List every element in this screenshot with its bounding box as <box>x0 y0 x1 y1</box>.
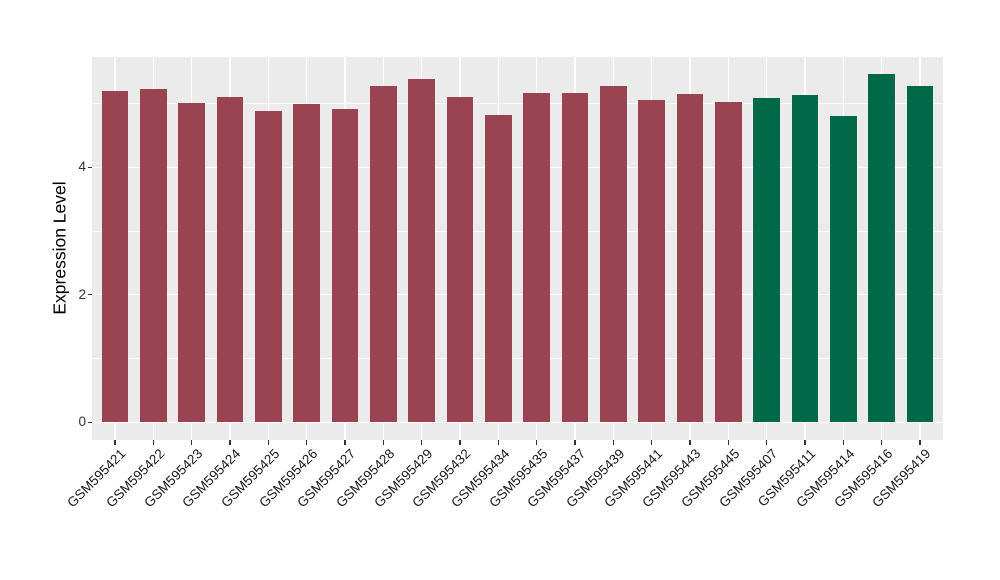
x-tick-mark <box>152 440 154 445</box>
bar <box>139 88 167 423</box>
x-tick-mark <box>344 440 346 445</box>
minor-gridline <box>92 230 943 232</box>
x-tick-mark <box>229 440 231 445</box>
y-tick-label: 0 <box>78 414 86 430</box>
bar <box>216 97 244 423</box>
bar <box>101 91 129 423</box>
x-tick-mark <box>727 440 729 445</box>
bar <box>446 97 474 423</box>
x-tick-mark <box>497 440 499 445</box>
x-tick-mark <box>881 440 883 445</box>
bar <box>868 74 896 423</box>
bar <box>254 111 282 423</box>
x-tick-mark <box>574 440 576 445</box>
x-tick-mark <box>804 440 806 445</box>
bar <box>523 92 551 423</box>
x-tick-mark <box>612 440 614 445</box>
y-tick-label: 4 <box>78 159 86 175</box>
x-tick-mark <box>114 440 116 445</box>
bar <box>676 93 704 423</box>
x-tick-mark <box>459 440 461 445</box>
x-tick-mark <box>919 440 921 445</box>
y-tick-mark <box>87 421 92 423</box>
x-tick-mark <box>421 440 423 445</box>
bar <box>369 85 397 423</box>
bar <box>178 102 206 423</box>
minor-gridline <box>92 103 943 104</box>
y-tick-mark <box>87 294 92 296</box>
bar <box>599 86 627 423</box>
bar <box>714 102 742 423</box>
bar <box>293 103 321 423</box>
x-tick-mark <box>382 440 384 445</box>
plot-panel <box>92 57 943 440</box>
major-gridline <box>92 421 943 423</box>
y-tick-mark <box>87 166 92 168</box>
x-tick-mark <box>651 440 653 445</box>
bar <box>408 79 436 423</box>
x-tick-mark <box>536 440 538 445</box>
y-tick-label: 2 <box>78 286 86 302</box>
bar <box>906 85 934 423</box>
bar <box>484 115 512 423</box>
x-tick-mark <box>766 440 768 445</box>
x-tick-mark <box>842 440 844 445</box>
bar <box>638 100 666 423</box>
bar <box>829 116 857 423</box>
bar <box>331 109 359 423</box>
x-tick-mark <box>191 440 193 445</box>
x-tick-mark <box>306 440 308 445</box>
bar <box>791 95 819 423</box>
bar <box>561 92 589 423</box>
x-tick-mark <box>689 440 691 445</box>
bar <box>753 97 781 423</box>
major-gridline <box>92 166 943 168</box>
minor-gridline <box>92 358 943 359</box>
major-gridline <box>92 294 943 296</box>
x-tick-mark <box>267 440 269 445</box>
